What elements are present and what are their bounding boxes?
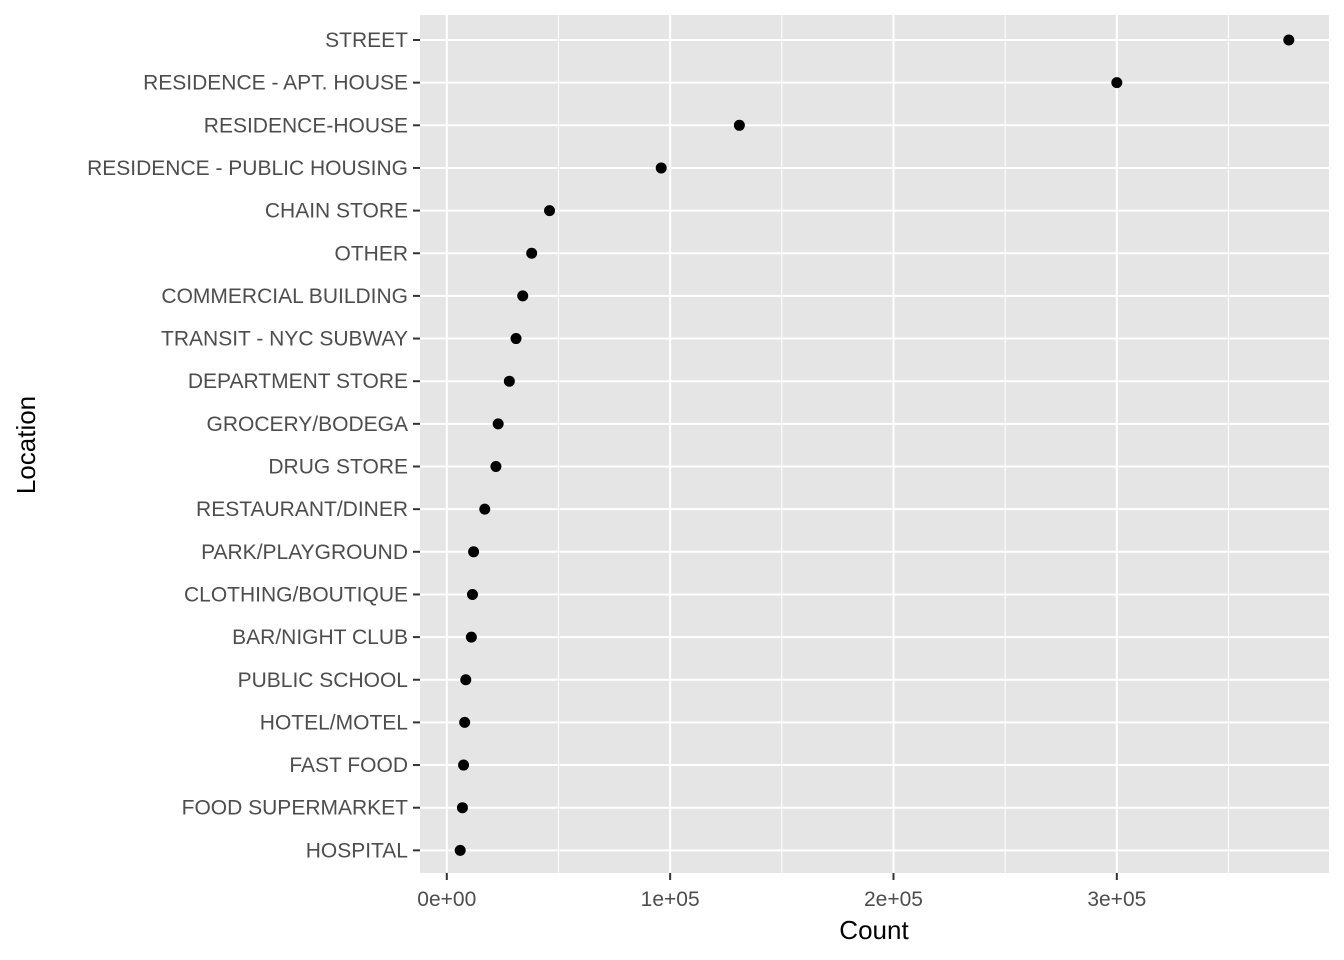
y-tick-label: RESIDENCE-HOUSE: [204, 114, 408, 137]
y-tick-label: PARK/PLAYGROUND: [201, 541, 408, 564]
data-point: [459, 716, 471, 728]
data-point: [460, 674, 472, 686]
major-gridlines: [420, 15, 1329, 873]
data-point: [456, 802, 468, 814]
x-tick-label: 0e+00: [417, 888, 476, 911]
data-points: [454, 34, 1295, 856]
y-tick-label: DRUG STORE: [268, 456, 408, 479]
y-tick-label: FAST FOOD: [289, 754, 408, 777]
x-tick-label: 1e+05: [641, 888, 700, 911]
data-point: [526, 247, 538, 259]
y-tick-label: GROCERY/BODEGA: [207, 413, 409, 436]
data-point: [479, 503, 491, 515]
data-point: [492, 418, 504, 430]
data-point: [490, 461, 502, 472]
data-point: [466, 588, 478, 600]
x-tick-label: 3e+05: [1087, 888, 1146, 911]
data-point: [454, 844, 466, 856]
y-tick-label: BAR/NIGHT CLUB: [232, 626, 408, 649]
data-point: [468, 546, 480, 558]
data-point: [1111, 77, 1123, 89]
data-point: [1283, 34, 1295, 46]
data-point: [510, 333, 522, 345]
y-tick-label: RESIDENCE - PUBLIC HOUSING: [87, 157, 408, 180]
plot-panel: [420, 15, 1329, 873]
data-point: [503, 375, 515, 387]
y-tick-label: HOSPITAL: [306, 839, 408, 862]
y-tick-label: PUBLIC SCHOOL: [238, 669, 408, 692]
y-tick-label: COMMERCIAL BUILDING: [161, 285, 408, 308]
y-tick-label: HOTEL/MOTEL: [260, 711, 408, 734]
data-point: [458, 759, 470, 771]
y-tick-label: RESTAURANT/DINER: [196, 498, 408, 521]
y-tick-label: DEPARTMENT STORE: [188, 370, 408, 393]
y-tick-label: OTHER: [335, 242, 409, 265]
y-tick-label: STREET: [325, 29, 408, 52]
y-tick-label: CHAIN STORE: [265, 200, 408, 223]
x-axis: 0e+00 1e+05 2e+05 3e+05: [417, 873, 1146, 911]
data-point: [465, 631, 477, 643]
y-tick-label: RESIDENCE - APT. HOUSE: [143, 72, 408, 95]
minor-gridlines: [557, 15, 1229, 873]
data-point: [733, 119, 745, 131]
x-axis-title: Count: [839, 915, 909, 945]
y-tick-label: CLOTHING/BOUTIQUE: [184, 583, 408, 606]
x-tick-label: 2e+05: [864, 888, 923, 911]
y-axis-title: Location: [11, 396, 41, 494]
data-point: [517, 290, 529, 302]
data-point: [544, 205, 556, 217]
y-tick-label: TRANSIT - NYC SUBWAY: [161, 328, 408, 351]
y-tick-label: FOOD SUPERMARKET: [182, 797, 409, 820]
y-axis: STREET RESIDENCE - APT. HOUSE RESIDENCE-HO…: [87, 29, 420, 862]
data-point: [655, 162, 667, 174]
